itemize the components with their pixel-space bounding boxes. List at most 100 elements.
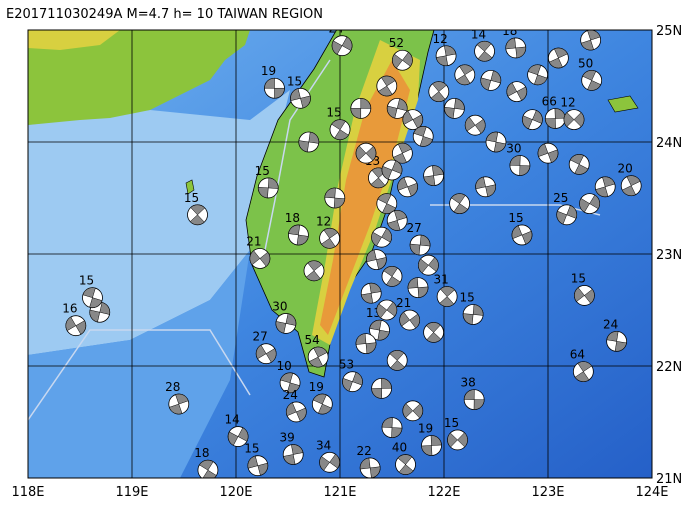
- focal-mechanism: [395, 454, 416, 475]
- depth-label: 27: [406, 221, 421, 235]
- focal-mechanism: [522, 109, 543, 130]
- title: E201711030249A M=4.7 h= 10 TAIWAN REGION: [6, 7, 323, 22]
- focal-mechanism: [447, 429, 468, 451]
- focal-mechanism: [548, 47, 569, 69]
- focal-mechanism: [402, 109, 424, 130]
- focal-mechanism: [423, 321, 445, 343]
- focal-mechanism: [506, 81, 528, 102]
- focal-mechanism: [279, 372, 301, 394]
- focal-mechanism: [386, 209, 408, 231]
- depth-label: 39: [280, 430, 295, 444]
- focal-mechanism: [423, 165, 445, 187]
- focal-mechanism: [509, 155, 531, 176]
- beachball-compression: [89, 302, 111, 323]
- depth-label: 18: [502, 24, 517, 38]
- frame: [27, 29, 653, 479]
- depth-label: 52: [389, 36, 404, 50]
- beachball-compression: [350, 98, 372, 119]
- beachball-compression: [464, 116, 486, 134]
- beachball-compression: [506, 82, 528, 101]
- beachball-compression: [595, 176, 616, 198]
- basemap: 19 15 15 21 18 12 30 27 10 54 53 24 19 28 14 15 18 39 34 22…: [28, 16, 652, 478]
- beachball-compression: [511, 225, 533, 245]
- focal-mechanism: [428, 81, 450, 102]
- beachball-compression: [189, 204, 206, 226]
- beachball-compression: [580, 30, 601, 51]
- beachball-compression: [319, 453, 340, 471]
- beachball-compression: [407, 277, 429, 298]
- beachball-compression: [321, 228, 339, 249]
- beachball-compression: [199, 459, 217, 478]
- depth-label: 66: [542, 94, 557, 108]
- depth-label: 22: [357, 444, 372, 458]
- beachball-compression: [389, 350, 405, 371]
- depth-label: 30: [272, 299, 287, 313]
- depth-label: 30: [506, 142, 521, 156]
- x-tick-label: 119E: [115, 485, 148, 500]
- beachball-compression: [475, 176, 496, 197]
- depth-label: 25: [553, 191, 568, 205]
- beachball-compression: [361, 282, 382, 304]
- beachball-compression: [455, 64, 474, 86]
- beachball-compression: [509, 155, 531, 176]
- beachball-compression: [305, 260, 323, 282]
- focal-mechanism: [464, 114, 486, 136]
- beachball-compression: [418, 257, 439, 274]
- beachball-compression: [537, 143, 559, 163]
- depth-label: 50: [578, 56, 593, 70]
- focal-mechanism: [168, 393, 190, 415]
- focal-mechanism: [227, 426, 249, 447]
- beachball-compression: [397, 454, 414, 475]
- depth-label: 15: [577, 16, 592, 30]
- focal-mechanism: [606, 330, 628, 352]
- beachball-compression: [308, 346, 328, 368]
- focal-mechanism: [421, 435, 442, 456]
- focal-mechanism: [371, 226, 393, 248]
- y-tick-label: 22N: [656, 360, 682, 375]
- beachball-compression: [579, 194, 600, 213]
- depth-label: 12: [560, 96, 575, 110]
- beachball-compression: [447, 432, 468, 448]
- depth-label: 53: [339, 358, 354, 372]
- focal-mechanism: [556, 204, 578, 226]
- beachball-compression: [527, 64, 548, 86]
- beachball-compression: [280, 372, 301, 394]
- x-tick-label: 122E: [427, 485, 460, 500]
- focal-mechanism: [407, 277, 429, 299]
- focal-mechanism: [275, 313, 297, 334]
- focal-mechanism: [319, 451, 341, 473]
- focal-mechanism: [290, 87, 311, 109]
- focal-mechanism: [359, 457, 381, 478]
- focal-mechanism: [391, 49, 413, 71]
- focal-mechanism: [544, 108, 566, 129]
- beachball-compression: [324, 187, 346, 209]
- x-tick-label: 120E: [219, 485, 252, 500]
- beachball-compression: [383, 266, 401, 287]
- x-tick-label: 121E: [323, 485, 356, 500]
- beachball-compression: [563, 112, 585, 128]
- depth-label: 15: [79, 274, 94, 288]
- focal-mechanism: [355, 333, 377, 355]
- beachball-compression: [355, 145, 377, 161]
- y-tick-label: 21N: [656, 472, 682, 487]
- focal-mechanism: [475, 176, 497, 198]
- beachball-compression: [423, 165, 444, 186]
- focal-mechanism: [376, 75, 398, 97]
- depth-label: 64: [570, 348, 585, 362]
- depth-label: 24: [328, 22, 343, 36]
- beachball-compression: [168, 393, 189, 415]
- focal-mechanism: [409, 234, 431, 256]
- focal-mechanism: [620, 175, 642, 197]
- depth-label: 28: [165, 380, 180, 394]
- focal-mechanism: [399, 309, 421, 331]
- depth-label: 15: [571, 271, 586, 285]
- focal-mechanism: [505, 37, 527, 59]
- x-tick-label: 118E: [11, 485, 44, 500]
- focal-mechanism: [386, 349, 408, 371]
- focal-mechanism: [454, 64, 476, 86]
- beachball-compression: [409, 234, 431, 256]
- beachball-compression: [82, 287, 103, 308]
- focal-mechanism: [287, 224, 309, 246]
- focal-mechanism: [443, 98, 465, 119]
- beachball-compression: [227, 427, 249, 446]
